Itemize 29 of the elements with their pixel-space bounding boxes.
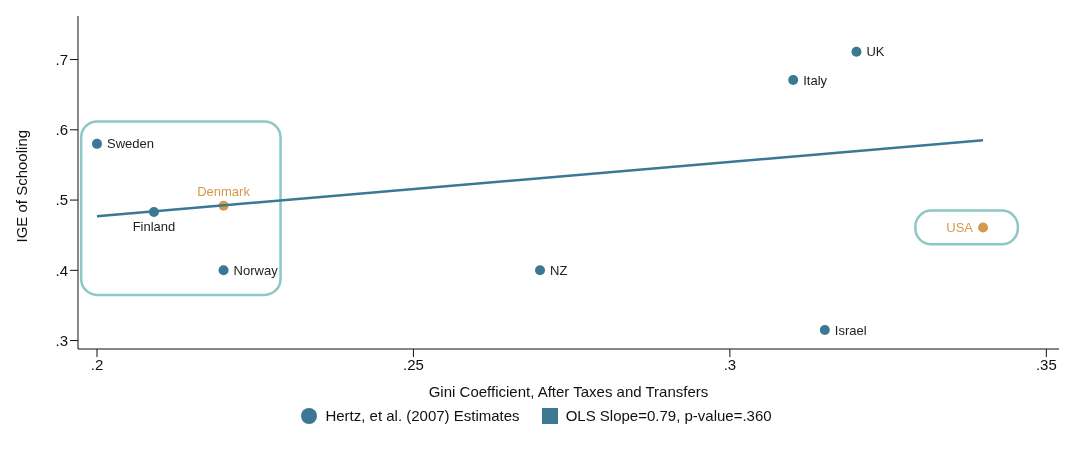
annotation: Italy	[803, 72, 828, 88]
annotation: NZ	[550, 262, 568, 278]
x-tick-label: .35	[1035, 355, 1057, 373]
annotation: Denmark	[197, 183, 251, 199]
x-tick-label: .3	[723, 355, 737, 373]
y-tick-label: .3	[55, 331, 68, 349]
y-axis-title: IGE of Schooling	[13, 129, 31, 243]
y-tick-label: .6	[55, 121, 68, 139]
x-tick-label: .25	[403, 355, 424, 373]
annotation: Norway	[233, 262, 279, 278]
point	[91, 138, 102, 149]
annotation: Finland	[132, 219, 176, 235]
y-tick-label: .4	[55, 261, 68, 279]
point	[788, 74, 799, 85]
point	[851, 46, 862, 57]
annotation: USA	[946, 220, 974, 236]
point	[218, 265, 229, 276]
annotation: UK	[866, 44, 885, 60]
point	[819, 325, 830, 336]
legend-label: OLS Slope=0.79, p-value=.360	[565, 407, 772, 424]
x-axis-title: Gini Coefficient, After Taxes and Transfers	[428, 383, 709, 400]
y-tick-label: .5	[55, 191, 68, 209]
legend-label: Hertz, et al. (2007) Estimates	[325, 407, 520, 424]
annotation: Sweden	[106, 136, 154, 152]
annotation: Israel	[834, 322, 867, 338]
y-tick-label: .7	[55, 50, 68, 68]
x-tick-label: .2	[90, 355, 104, 373]
point	[535, 265, 546, 276]
point	[978, 222, 989, 233]
